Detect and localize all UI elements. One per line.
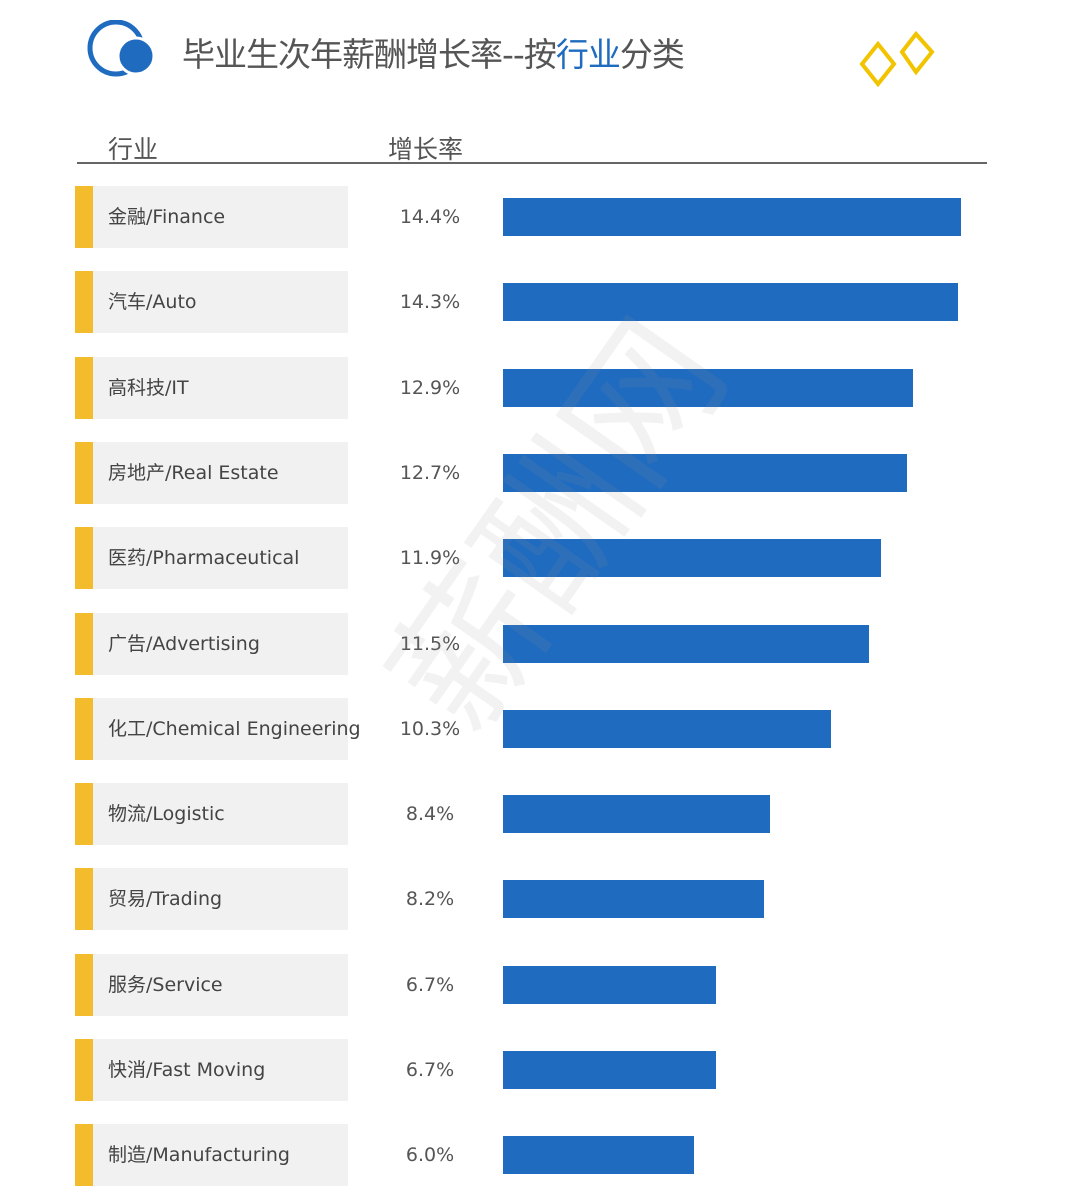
value-label: 11.9% bbox=[399, 547, 461, 570]
bar bbox=[503, 1136, 694, 1175]
accent-strip bbox=[75, 612, 93, 675]
category-label: 贸易/Trading bbox=[108, 888, 223, 911]
category-label: 医药/Pharmaceutical bbox=[108, 547, 300, 570]
bar-row: 房地产/Real Estate 12.7% bbox=[75, 441, 995, 504]
bar-row: 快消/Fast Moving 6.7% bbox=[75, 1039, 995, 1101]
category-label: 广告/Advertising bbox=[108, 632, 260, 655]
title-suffix: 分类 bbox=[619, 35, 685, 74]
header-growth: 增长率 bbox=[388, 135, 464, 164]
bar bbox=[503, 795, 771, 834]
bar-row: 制造/Manufacturing 6.0% bbox=[75, 1124, 995, 1187]
accent-strip bbox=[75, 441, 93, 504]
value-label: 14.4% bbox=[399, 206, 461, 228]
bar-row: 物流/Logistic 8.4% bbox=[75, 783, 995, 846]
bar bbox=[503, 880, 764, 919]
label-box bbox=[75, 953, 348, 1016]
diamonds-icon bbox=[859, 30, 935, 88]
accent-strip bbox=[75, 527, 93, 590]
logo-icon bbox=[87, 20, 156, 77]
label-box bbox=[75, 1039, 348, 1101]
label-box bbox=[75, 441, 348, 504]
value-label: 6.7% bbox=[405, 973, 455, 996]
accent-strip bbox=[75, 953, 93, 1016]
value-label: 6.0% bbox=[405, 1144, 455, 1167]
value-label: 8.2% bbox=[405, 888, 455, 911]
label-box bbox=[75, 1124, 348, 1187]
bar-row: 服务/Service 6.7% bbox=[75, 953, 995, 1016]
accent-strip bbox=[75, 868, 93, 931]
accent-strip bbox=[75, 783, 93, 846]
bar-row: 广告/Advertising 11.5% bbox=[75, 612, 995, 675]
value-label: 12.9% bbox=[399, 376, 461, 399]
category-label: 服务/Service bbox=[108, 973, 223, 996]
accent-strip bbox=[75, 1039, 93, 1101]
bar bbox=[503, 198, 961, 236]
header-divider bbox=[77, 162, 987, 164]
bar-row: 贸易/Trading 8.2% bbox=[75, 868, 995, 931]
accent-strip bbox=[75, 356, 93, 419]
category-label: 化工/Chemical Engineering bbox=[108, 717, 361, 740]
category-label: 快消/Fast Moving bbox=[108, 1059, 266, 1081]
bar bbox=[503, 539, 882, 578]
title-highlight: 行业 bbox=[555, 35, 621, 74]
value-label: 11.5% bbox=[399, 632, 461, 655]
accent-strip bbox=[75, 271, 93, 334]
bar bbox=[503, 709, 831, 748]
bar-row: 医药/Pharmaceutical 11.9% bbox=[75, 527, 995, 590]
accent-strip bbox=[75, 186, 93, 248]
bar-row: 汽车/Auto 14.3% bbox=[75, 271, 995, 334]
bar bbox=[503, 453, 907, 492]
value-label: 10.3% bbox=[399, 717, 461, 740]
label-box bbox=[75, 271, 348, 334]
header-industry: 行业 bbox=[108, 135, 159, 164]
category-label: 高科技/IT bbox=[108, 376, 189, 399]
category-label: 制造/Manufacturing bbox=[108, 1144, 290, 1167]
label-box bbox=[75, 697, 348, 760]
label-box bbox=[75, 783, 348, 846]
bar bbox=[503, 1051, 717, 1089]
label-box bbox=[75, 527, 348, 590]
watermark: 薪酬网 bbox=[358, 291, 760, 760]
value-label: 12.7% bbox=[399, 461, 461, 484]
bar-row: 金融/Finance 14.4% bbox=[75, 186, 995, 248]
category-label: 物流/Logistic bbox=[108, 803, 225, 826]
bar bbox=[503, 368, 914, 407]
accent-strip bbox=[75, 697, 93, 760]
title-prefix: 毕业生次年薪酬增长率--按 bbox=[182, 35, 557, 74]
category-label: 房地产/Real Estate bbox=[108, 461, 279, 484]
value-label: 6.7% bbox=[405, 1059, 455, 1081]
bar-row: 高科技/IT 12.9% bbox=[75, 356, 995, 419]
label-box bbox=[75, 868, 348, 931]
value-label: 8.4% bbox=[405, 803, 455, 826]
label-box bbox=[75, 186, 348, 248]
bar bbox=[503, 283, 958, 322]
bar bbox=[503, 965, 717, 1004]
accent-strip bbox=[75, 1124, 93, 1187]
category-label: 汽车/Auto bbox=[108, 291, 197, 314]
bar-row: 化工/Chemical Engineering 10.3% bbox=[75, 697, 995, 760]
bar bbox=[503, 624, 869, 663]
category-label: 金融/Finance bbox=[108, 206, 226, 228]
chart-title: 毕业生次年薪酬增长率--按行业分类 bbox=[182, 28, 685, 76]
label-box bbox=[75, 612, 348, 675]
label-box bbox=[75, 356, 348, 419]
value-label: 14.3% bbox=[399, 291, 461, 314]
